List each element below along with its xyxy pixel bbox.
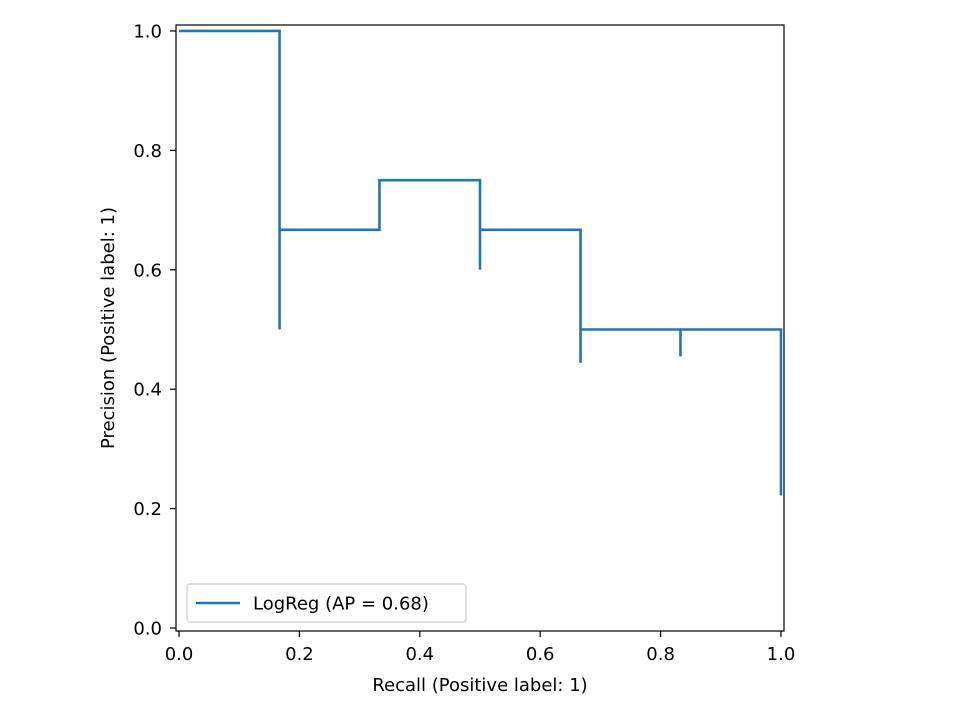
y-tick-label: 1.0 — [133, 21, 162, 42]
x-tick-label: 0.0 — [165, 644, 194, 665]
series-line-logreg — [179, 29, 783, 496]
x-tick-label: 0.6 — [526, 644, 555, 665]
x-tick-label: 0.8 — [646, 644, 675, 665]
x-tick-label: 0.2 — [285, 644, 314, 665]
y-tick-label: 0.2 — [133, 499, 162, 520]
y-tick-label: 0.6 — [133, 260, 162, 281]
y-tick-label: 0.8 — [133, 141, 162, 162]
y-tick-label: 0.4 — [133, 380, 162, 401]
x-axis-ticks: 0.0 0.2 0.4 0.6 0.8 1.0 — [165, 631, 796, 665]
y-tick-label: 0.0 — [133, 619, 162, 640]
x-axis-label: Recall (Positive label: 1) — [372, 675, 587, 696]
x-tick-label: 1.0 — [767, 644, 796, 665]
axes-frame — [175, 24, 785, 632]
legend-label-logreg: LogReg (AP = 0.68) — [253, 594, 429, 615]
y-axis-label: Precision (Positive label: 1) — [98, 207, 119, 449]
legend-box — [186, 583, 467, 623]
series-layer — [179, 29, 783, 496]
x-tick-label: 0.4 — [405, 644, 434, 665]
y-axis-ticks: 0.0 0.2 0.4 0.6 0.8 1.0 — [133, 21, 176, 640]
axes-border — [175, 24, 785, 632]
legend: LogReg (AP = 0.68) — [186, 583, 467, 623]
